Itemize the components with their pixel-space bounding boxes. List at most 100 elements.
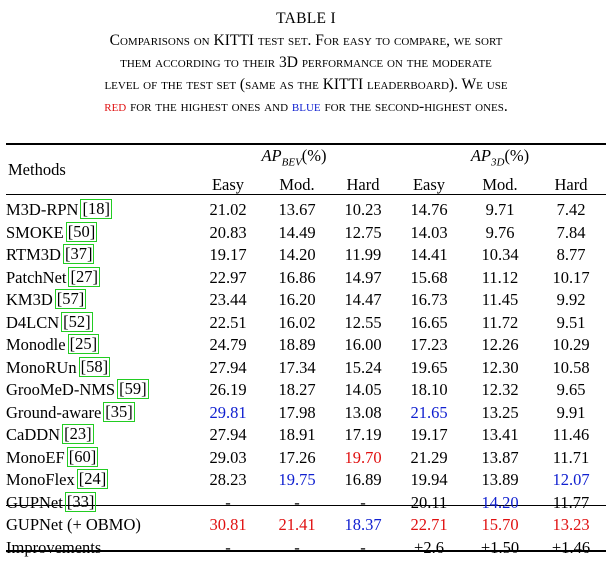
caption-red-word: red <box>104 98 127 115</box>
citation-link[interactable]: [57] <box>54 289 87 310</box>
caption-line-4-mid: for the highest ones and <box>126 98 292 115</box>
value-cell: 14.49 <box>278 222 316 242</box>
ours-rule <box>6 505 606 506</box>
caption-line-2: them according to their 3D performance o… <box>120 54 492 71</box>
value-cell: 19.70 <box>344 447 382 467</box>
value-cell: 10.58 <box>552 357 590 377</box>
method-name: GUPNet [33] <box>6 491 97 512</box>
method-name: M3D-RPN [18] <box>6 199 112 220</box>
col-header: Hard <box>346 174 380 194</box>
value-cell: 13.41 <box>481 425 519 445</box>
value-cell: 18.10 <box>410 380 448 400</box>
value-cell: 20.83 <box>209 222 247 242</box>
value-cell: 11.71 <box>552 447 590 467</box>
ap-3d-header: AP3D(%) <box>470 146 530 169</box>
value-cell: 12.75 <box>344 222 382 242</box>
value-cell: 18.89 <box>278 335 316 355</box>
value-cell: 13.87 <box>481 447 519 467</box>
value-cell: 20.11 <box>410 492 448 512</box>
value-cell: 14.05 <box>344 380 382 400</box>
method-name: MonoRUn [58] <box>6 356 111 377</box>
value-cell: 17.34 <box>278 357 316 377</box>
value-cell: 11.99 <box>344 245 382 265</box>
method-name: RTM3D [37] <box>6 244 95 265</box>
value-cell: - <box>360 492 366 512</box>
table-row: RTM3D [37] 19.17 14.20 11.99 14.41 10.34 8.77 <box>6 244 606 267</box>
citation-link[interactable]: [24] <box>76 469 109 490</box>
value-cell: 13.67 <box>278 200 316 220</box>
col-header: Easy <box>412 174 446 194</box>
value-cell: 14.03 <box>410 222 448 242</box>
table-row: M3D-RPN [18] 21.02 13.67 10.23 14.76 9.71 7.42 <box>6 196 606 222</box>
citation-link[interactable]: [59] <box>117 379 149 400</box>
citation-link[interactable]: [25] <box>67 334 100 355</box>
table-number: TABLE I <box>276 10 336 27</box>
method-name: GUPNet (+ OBMO) <box>6 515 141 535</box>
method-name: Ground-aware [35] <box>6 401 135 422</box>
ap-bev-header: APBEV(%) <box>261 146 327 169</box>
value-cell: 13.89 <box>481 470 519 490</box>
table-row: MonoEF [60] 29.03 17.26 19.70 21.29 13.87 11.71 <box>6 446 606 470</box>
table-row: GUPNet (+ OBMO) 30.81 21.41 18.37 22.71 15.70… <box>6 514 606 537</box>
value-cell: 16.65 <box>410 312 448 332</box>
value-cell: 9.71 <box>485 200 515 220</box>
value-cell: 9.92 <box>556 290 586 310</box>
value-cell: 11.12 <box>481 267 519 287</box>
value-cell: 9.51 <box>556 312 586 332</box>
value-cell: 21.29 <box>410 447 448 467</box>
value-cell: 18.27 <box>278 380 316 400</box>
caption-line-1: Comparisons on KITTI test set. For easy … <box>109 32 503 49</box>
value-cell: 15.24 <box>344 357 382 377</box>
value-cell: 10.17 <box>552 267 590 287</box>
caption-line-4: red for the highest ones and blue for th… <box>6 96 606 118</box>
col-header: Mod. <box>279 174 315 194</box>
citation-link[interactable]: [60] <box>66 446 99 467</box>
value-cell: 17.98 <box>278 402 316 422</box>
caption-blue-word: blue <box>291 98 321 115</box>
citation-link[interactable]: [50] <box>65 221 98 242</box>
citation-link[interactable]: [23] <box>62 424 94 445</box>
citation-link[interactable]: [18] <box>80 199 112 220</box>
table-row: PatchNet [27] 22.97 16.86 14.97 15.68 11.12 10.… <box>6 266 606 290</box>
table-row: MonoFlex [24] 28.23 19.75 16.89 19.94 13.89 12.… <box>6 469 606 492</box>
citation-link[interactable]: [58] <box>78 356 111 377</box>
citation-link[interactable]: [33] <box>64 491 97 512</box>
citation-link[interactable]: [35] <box>103 401 135 422</box>
value-cell: 14.20 <box>278 245 316 265</box>
table-row: CaDDN [23] 27.94 18.91 17.19 19.17 13.41 11.46 <box>6 424 606 447</box>
value-cell: - <box>294 492 300 512</box>
value-cell: 21.41 <box>278 515 316 535</box>
table-row: KM3D [57] 23.44 16.20 14.47 16.73 11.45 9.92 <box>6 289 606 312</box>
citation-link[interactable]: [27] <box>68 266 100 287</box>
value-cell: 15.70 <box>481 515 519 535</box>
value-cell: 23.44 <box>209 290 247 310</box>
value-cell: 26.19 <box>209 380 247 400</box>
value-cell: 19.94 <box>410 470 448 490</box>
citation-link[interactable]: [52] <box>61 311 93 332</box>
method-name: D4LCN [52] <box>6 311 93 332</box>
value-cell: 11.72 <box>481 312 519 332</box>
caption-line-4-end: for the second-highest ones. <box>320 98 508 115</box>
value-cell: 7.84 <box>556 222 586 242</box>
value-cell: 19.17 <box>209 245 247 265</box>
value-cell: 19.65 <box>410 357 448 377</box>
value-cell: 24.79 <box>209 335 247 355</box>
value-cell: 17.19 <box>344 425 382 445</box>
citation-link[interactable]: [37] <box>62 244 95 265</box>
value-cell: 19.17 <box>410 425 448 445</box>
results-table: Methods APBEV(%) AP3D(%) Easy Mod. Hard … <box>6 145 606 559</box>
value-cell: 22.71 <box>410 515 448 535</box>
header-rule <box>6 194 606 195</box>
value-cell: 18.91 <box>278 425 316 445</box>
table-row: SMOKE [50] 20.83 14.49 12.75 14.03 9.76 7.84 <box>6 221 606 245</box>
value-cell: 29.81 <box>209 402 247 422</box>
table-row: GrooMeD-NMS [59] 26.19 18.27 14.05 18.10 12.32… <box>6 379 606 402</box>
col-header: Mod. <box>482 174 518 194</box>
method-name: PatchNet [27] <box>6 266 100 287</box>
method-name: MonoEF [60] <box>6 446 99 467</box>
value-cell: +2.6 <box>414 537 444 557</box>
value-cell: 11.77 <box>552 492 590 512</box>
value-cell: 12.30 <box>481 357 519 377</box>
value-cell: 8.77 <box>556 245 586 265</box>
